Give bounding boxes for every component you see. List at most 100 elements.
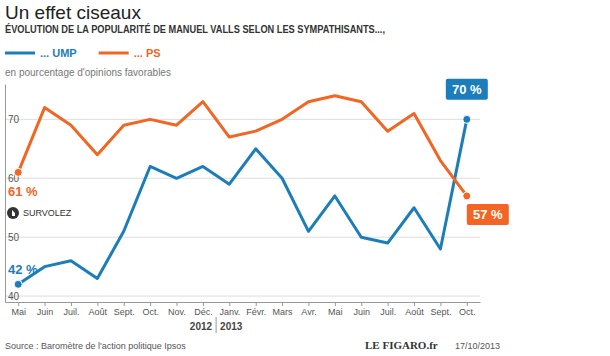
x-tick-mark bbox=[203, 302, 204, 306]
year-groups: 2012 2013 bbox=[190, 317, 243, 333]
x-tick: Août bbox=[405, 302, 424, 317]
grid-line bbox=[5, 119, 480, 120]
grid bbox=[5, 119, 480, 296]
x-tick: Mai bbox=[328, 302, 343, 317]
series-marker bbox=[463, 192, 471, 200]
x-tick-label: Févr. bbox=[246, 307, 266, 317]
x-tick: Mars bbox=[273, 302, 293, 317]
data-label: 70 % bbox=[452, 82, 482, 97]
x-tick: Oct. bbox=[459, 302, 476, 317]
x-tick-label: Mai bbox=[328, 307, 343, 317]
x-tick-mark bbox=[124, 302, 125, 306]
x-tick: Nov. bbox=[168, 302, 186, 317]
series-marker bbox=[14, 280, 22, 288]
x-tick-label: Nov. bbox=[168, 307, 186, 317]
annotation: SURVOLEZ bbox=[7, 207, 72, 219]
x-tick-label: Juin bbox=[37, 307, 54, 317]
legend-swatch bbox=[5, 52, 35, 55]
data-label: 42 % bbox=[8, 262, 38, 277]
y-axis-title: en pourcentage d'opinions favorables bbox=[5, 67, 171, 78]
x-tick: Juil. bbox=[63, 302, 79, 317]
legend: ... UMP ... PS bbox=[5, 47, 161, 59]
x-tick-mark bbox=[97, 302, 98, 306]
x-tick-mark bbox=[18, 302, 19, 306]
x-tick: Déc. bbox=[194, 302, 213, 317]
x-tick: Juin bbox=[37, 302, 54, 317]
x-tick: Juin bbox=[353, 302, 370, 317]
series-line bbox=[18, 96, 467, 196]
x-tick: Févr. bbox=[246, 302, 266, 317]
x-tick-mark bbox=[71, 302, 72, 306]
x-tick-mark bbox=[282, 302, 283, 306]
x-tick-label: Août bbox=[405, 307, 424, 317]
annotation-text: SURVOLEZ bbox=[23, 208, 72, 218]
y-tick: 50 bbox=[5, 232, 20, 243]
x-tick-label: Juil. bbox=[380, 307, 396, 317]
x-tick-mark bbox=[361, 302, 362, 306]
legend-label: ... UMP bbox=[40, 47, 77, 59]
chart-svg: Un effet ciseauxÉVOLUTION DE LA POPULARI… bbox=[0, 0, 610, 356]
data-label-box bbox=[446, 79, 488, 100]
data-labels: 42 % 70 % 61 % 57 % bbox=[8, 79, 509, 277]
x-tick-label: Sept. bbox=[430, 307, 451, 317]
x-tick: Janv. bbox=[219, 302, 240, 317]
legend-swatch bbox=[99, 52, 129, 55]
x-tick-mark bbox=[414, 302, 415, 306]
data-label-box bbox=[467, 204, 509, 225]
grid-line bbox=[5, 296, 480, 297]
legend-entry: ... UMP bbox=[5, 47, 77, 59]
x-tick: Sept. bbox=[114, 302, 135, 317]
plot-marks bbox=[14, 96, 471, 289]
series-marker bbox=[463, 115, 471, 123]
x-tick-label: Mars bbox=[273, 307, 293, 317]
year-separator bbox=[216, 317, 217, 333]
annotation-icon-hand bbox=[12, 210, 15, 216]
legend-entry: ... PS bbox=[99, 47, 161, 59]
x-tick-label: Sept. bbox=[114, 307, 135, 317]
year-label: 2013 bbox=[220, 321, 243, 332]
y-tick: 40 bbox=[5, 291, 20, 302]
x-tick-mark bbox=[177, 302, 178, 306]
x-tick: Mai bbox=[11, 302, 26, 317]
y-tick: 70 bbox=[5, 114, 20, 125]
legend-label: ... PS bbox=[134, 47, 161, 59]
x-tick-mark bbox=[467, 302, 468, 306]
x-tick-label: Mai bbox=[11, 307, 26, 317]
x-tick-label: Avr. bbox=[301, 307, 316, 317]
x-tick: Avr. bbox=[301, 302, 316, 317]
year-label: 2012 bbox=[190, 321, 213, 332]
x-tick: Août bbox=[89, 302, 108, 317]
y-tick-label: 70 bbox=[8, 114, 20, 125]
x-tick-mark bbox=[335, 302, 336, 306]
x-tick-label: Août bbox=[89, 307, 108, 317]
y-axis-line bbox=[5, 85, 6, 303]
x-tick-label: Juin bbox=[353, 307, 370, 317]
x-tick-mark bbox=[388, 302, 389, 306]
x-tick-mark bbox=[150, 302, 151, 306]
credit: LE FIGARO.fr bbox=[365, 339, 438, 351]
x-tick-label: Oct. bbox=[459, 307, 476, 317]
x-axis: Mai Juin Juil. Août Sept. Oct. Nov. Déc. Janv. Fé… bbox=[6, 302, 481, 317]
x-tick-label: Déc. bbox=[194, 307, 213, 317]
x-tick: Oct. bbox=[142, 302, 159, 317]
x-tick-mark bbox=[45, 302, 46, 306]
annotation-icon bbox=[7, 207, 19, 219]
source: Source : Baromètre de l'action politique… bbox=[5, 341, 186, 351]
x-tick-label: Janv. bbox=[219, 307, 240, 317]
series-line bbox=[18, 119, 467, 284]
title: Un effet ciseaux bbox=[5, 2, 141, 23]
grid-line bbox=[5, 237, 480, 238]
series-marker bbox=[14, 168, 22, 176]
x-tick-mark bbox=[256, 302, 257, 306]
x-axis-line bbox=[6, 302, 481, 303]
data-label: 57 % bbox=[473, 207, 503, 222]
x-tick-mark bbox=[308, 302, 309, 306]
x-tick-mark bbox=[229, 302, 230, 306]
subtitle: ÉVOLUTION DE LA POPULARITÉ DE MANUEL VAL… bbox=[5, 23, 385, 35]
y-tick-label: 50 bbox=[8, 232, 20, 243]
x-tick-label: Oct. bbox=[142, 307, 159, 317]
x-tick-mark bbox=[440, 302, 441, 306]
data-label: 61 % bbox=[8, 184, 38, 199]
x-tick: Sept. bbox=[430, 302, 451, 317]
chart-container: Un effet ciseauxÉVOLUTION DE LA POPULARI… bbox=[0, 0, 610, 356]
